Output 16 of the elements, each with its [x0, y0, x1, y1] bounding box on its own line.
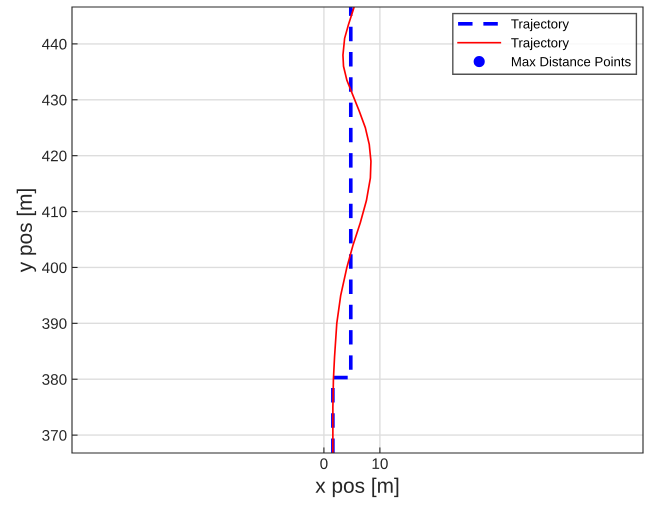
- y-tick-label: 420: [42, 150, 67, 162]
- y-tick-label: 440: [42, 38, 67, 50]
- y-tick-label: 400: [42, 262, 67, 274]
- legend-label: Trajectory: [511, 38, 569, 50]
- y-tick-label: 410: [42, 206, 67, 218]
- y-tick-label: 390: [42, 318, 67, 330]
- x-tick-label: 10: [372, 458, 388, 470]
- line-series: [332, 7, 372, 453]
- y-tick-label: 380: [42, 374, 67, 385]
- x-tick-label: 0: [320, 458, 328, 470]
- y-axis-title: y pos [m]: [16, 189, 36, 272]
- legend-label: Max Distance Points: [512, 56, 631, 66]
- legend-label: Trajectory: [511, 18, 569, 32]
- y-tick-label: 430: [42, 94, 67, 106]
- y-tick-label: 370: [42, 430, 67, 441]
- x-axis-title: x pos [m]: [315, 478, 398, 498]
